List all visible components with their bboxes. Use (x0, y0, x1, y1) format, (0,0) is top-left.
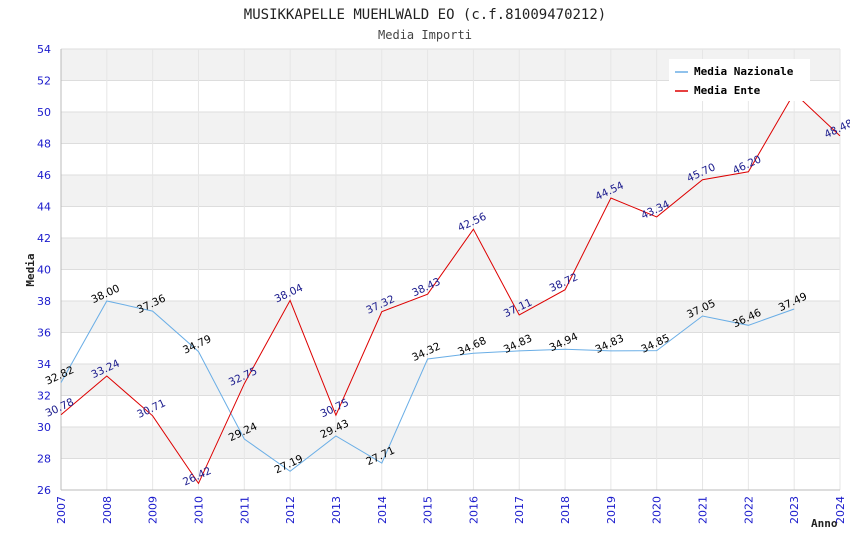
y-axis-ticks: 26 28 30 32 34 36 38 40 42 44 46 48 50 52 54 (37, 43, 51, 497)
y-tick-label: 46 (37, 169, 51, 182)
x-tick-label: 2022 (742, 496, 755, 524)
background-band (61, 458, 840, 490)
y-tick-label: 48 (37, 138, 51, 151)
legend: Media Nazionale Media Ente (669, 59, 810, 101)
background-band (61, 427, 840, 459)
chart-subtitle: Media Importi (378, 28, 472, 42)
x-tick-label: 2021 (697, 496, 710, 524)
y-tick-label: 30 (37, 421, 51, 434)
plot-background-bands (61, 49, 840, 490)
y-tick-label: 40 (37, 264, 51, 277)
x-tick-label: 2009 (147, 496, 160, 524)
x-tick-label: 2023 (788, 496, 801, 524)
background-band (61, 112, 840, 144)
gridlines (60, 48, 841, 491)
y-tick-label: 50 (37, 106, 51, 119)
background-band (61, 332, 840, 364)
x-axis-label: Anno (811, 517, 838, 530)
x-tick-label: 2024 (834, 496, 847, 524)
x-tick-label: 2007 (55, 496, 68, 524)
background-band (61, 301, 840, 333)
x-tick-label: 2018 (559, 496, 572, 524)
x-tick-label: 2008 (101, 496, 114, 524)
y-tick-label: 36 (37, 327, 51, 340)
y-tick-label: 34 (37, 358, 51, 371)
x-tick-label: 2015 (422, 496, 435, 524)
series-line-media-nazionale (60, 300, 795, 472)
x-tick-label: 2014 (376, 496, 389, 524)
series-line-media-ente (60, 92, 841, 485)
x-tick-label: 2012 (284, 496, 297, 524)
y-tick-label: 42 (37, 232, 51, 245)
x-tick-label: 2020 (651, 496, 664, 524)
x-tick-label: 2016 (467, 496, 480, 524)
legend-label-media-nazionale: Media Nazionale (694, 65, 794, 78)
y-tick-label: 26 (37, 484, 51, 497)
y-tick-label: 52 (37, 75, 51, 88)
x-tick-label: 2019 (605, 496, 618, 524)
background-band (61, 238, 840, 270)
background-band (61, 143, 840, 175)
y-tick-label: 38 (37, 295, 51, 308)
legend-item-media-nazionale: Media Nazionale (675, 65, 794, 78)
x-tick-label: 2010 (192, 496, 205, 524)
y-tick-label: 32 (37, 390, 51, 403)
background-band (61, 269, 840, 301)
background-band (61, 364, 840, 396)
x-tick-label: 2011 (238, 496, 251, 524)
legend-label-media-ente: Media Ente (694, 84, 761, 97)
y-tick-label: 28 (37, 453, 51, 466)
y-tick-label: 44 (37, 201, 51, 214)
x-axis-ticks: 2007 2008 2009 2010 2011 2012 2013 2014 2015 2016… (55, 496, 847, 524)
y-tick-label: 54 (37, 43, 51, 56)
chart-title: MUSIKKAPELLE MUEHLWALD EO (c.f.810094702… (244, 7, 606, 23)
x-tick-label: 2013 (330, 496, 343, 524)
y-axis-label: Media (24, 253, 37, 286)
legend-box (669, 59, 810, 101)
series-group (60, 92, 841, 485)
legend-item-media-ente: Media Ente (675, 84, 761, 97)
background-band (61, 175, 840, 207)
background-band (61, 206, 840, 238)
background-band (61, 395, 840, 427)
x-tick-label: 2017 (513, 496, 526, 524)
